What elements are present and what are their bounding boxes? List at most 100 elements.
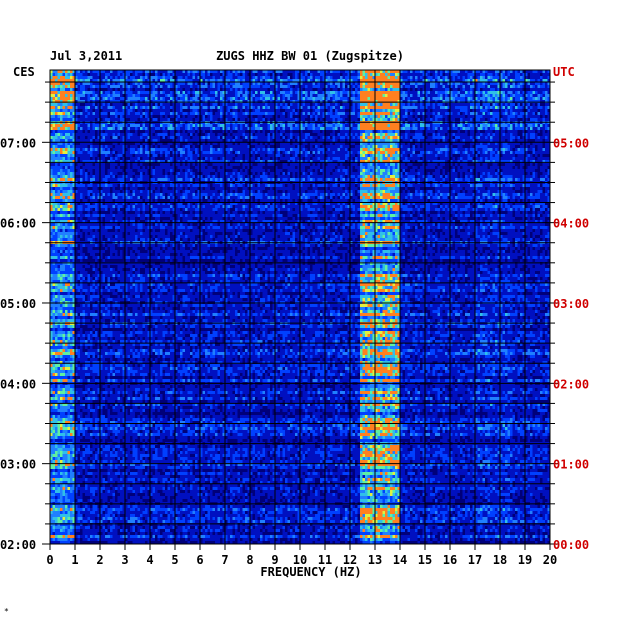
heatmap-cell xyxy=(255,109,258,112)
heatmap-cell xyxy=(230,115,233,118)
heatmap-cell xyxy=(287,76,290,79)
heatmap-cell xyxy=(182,139,185,142)
heatmap-cell xyxy=(160,124,163,127)
heatmap-cell xyxy=(432,133,435,136)
heatmap-cell xyxy=(55,124,58,127)
heatmap-cell xyxy=(255,70,258,73)
heatmap-cell xyxy=(342,100,345,103)
heatmap-cell xyxy=(402,118,405,121)
heatmap-cell xyxy=(372,136,375,139)
heatmap-cell xyxy=(62,91,65,94)
heatmap-cell xyxy=(532,118,535,121)
heatmap-cell xyxy=(540,82,543,85)
heatmap-cell xyxy=(417,118,420,121)
heatmap-cell xyxy=(65,133,68,136)
heatmap-cell xyxy=(490,97,493,100)
heatmap-cell xyxy=(132,133,135,136)
heatmap-cell xyxy=(532,82,535,85)
heatmap-cell xyxy=(482,136,485,139)
heatmap-cell xyxy=(50,94,53,97)
heatmap-cell xyxy=(362,124,365,127)
heatmap-cell xyxy=(137,91,140,94)
heatmap-cell xyxy=(110,79,113,82)
heatmap-cell xyxy=(232,115,235,118)
heatmap-cell xyxy=(70,118,73,121)
heatmap-cell xyxy=(370,148,373,151)
heatmap-cell xyxy=(455,100,458,103)
heatmap-cell xyxy=(475,76,478,79)
heatmap-cell xyxy=(287,82,290,85)
heatmap-cell xyxy=(427,139,430,142)
heatmap-cell xyxy=(72,112,75,115)
heatmap-cell xyxy=(247,103,250,106)
heatmap-cell xyxy=(385,79,388,82)
heatmap-cell xyxy=(225,124,228,127)
heatmap-cell xyxy=(482,109,485,112)
heatmap-cell xyxy=(180,73,183,76)
heatmap-cell xyxy=(80,151,83,154)
heatmap-cell xyxy=(162,127,165,130)
heatmap-cell xyxy=(417,133,420,136)
heatmap-cell xyxy=(167,136,170,139)
heatmap-cell xyxy=(477,130,480,133)
heatmap-cell xyxy=(145,127,148,130)
heatmap-cell xyxy=(135,73,138,76)
heatmap-cell xyxy=(532,100,535,103)
heatmap-cell xyxy=(307,88,310,91)
heatmap-cell xyxy=(425,100,428,103)
heatmap-cell xyxy=(147,115,150,118)
heatmap-cell xyxy=(245,148,248,151)
heatmap-cell xyxy=(357,70,360,73)
heatmap-cell xyxy=(330,109,333,112)
heatmap-cell xyxy=(257,70,260,73)
heatmap-cell xyxy=(52,103,55,106)
heatmap-cell xyxy=(352,133,355,136)
heatmap-cell xyxy=(195,109,198,112)
heatmap-cell xyxy=(112,151,115,154)
heatmap-cell xyxy=(95,85,98,88)
heatmap-cell xyxy=(115,130,118,133)
heatmap-cell xyxy=(187,76,190,79)
heatmap-cell xyxy=(285,103,288,106)
heatmap-cell xyxy=(345,88,348,91)
heatmap-cell xyxy=(475,142,478,145)
heatmap-cell xyxy=(540,106,543,109)
heatmap-cell xyxy=(490,88,493,91)
heatmap-cell xyxy=(162,112,165,115)
heatmap-cell xyxy=(430,100,433,103)
heatmap-cell xyxy=(300,76,303,79)
heatmap-cell xyxy=(482,127,485,130)
heatmap-cell xyxy=(165,88,168,91)
heatmap-cell xyxy=(310,94,313,97)
heatmap-cell xyxy=(385,148,388,151)
heatmap-cell xyxy=(395,76,398,79)
heatmap-cell xyxy=(262,151,265,154)
heatmap-cell xyxy=(72,127,75,130)
heatmap-cell xyxy=(477,85,480,88)
heatmap-cell xyxy=(145,118,148,121)
heatmap-cell xyxy=(282,73,285,76)
heatmap-cell xyxy=(210,151,213,154)
heatmap-cell xyxy=(360,100,363,103)
heatmap-cell xyxy=(280,145,283,148)
heatmap-cell xyxy=(235,70,238,73)
heatmap-cell xyxy=(365,79,368,82)
heatmap-cell xyxy=(475,100,478,103)
heatmap-cell xyxy=(335,145,338,148)
heatmap-cell xyxy=(382,133,385,136)
heatmap-cell xyxy=(145,136,148,139)
heatmap-cell xyxy=(117,112,120,115)
heatmap-cell xyxy=(525,85,528,88)
heatmap-cell xyxy=(172,130,175,133)
heatmap-cell xyxy=(110,115,113,118)
heatmap-cell xyxy=(420,139,423,142)
heatmap-cell xyxy=(120,79,123,82)
heatmap-cell xyxy=(350,139,353,142)
heatmap-cell xyxy=(195,136,198,139)
heatmap-cell xyxy=(397,127,400,130)
heatmap-cell xyxy=(472,127,475,130)
heatmap-cell xyxy=(100,91,103,94)
heatmap-cell xyxy=(135,148,138,151)
heatmap-cell xyxy=(335,139,338,142)
heatmap-cell xyxy=(320,109,323,112)
